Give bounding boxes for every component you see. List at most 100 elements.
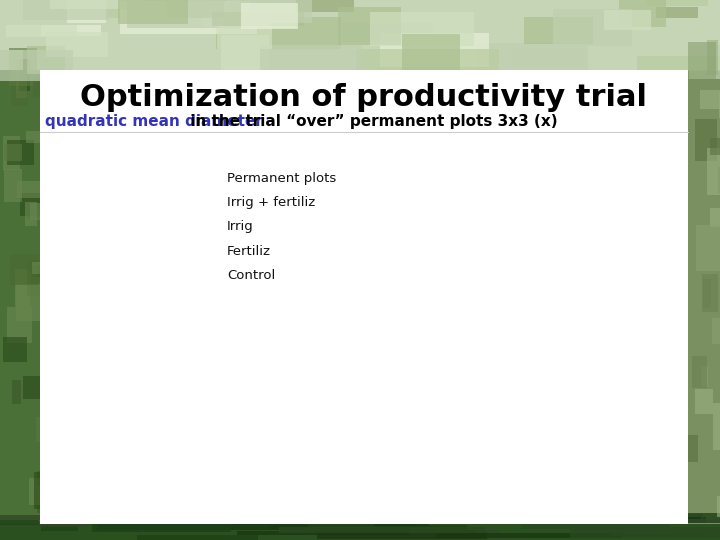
Bar [711, 208, 720, 227]
Bar [712, 318, 720, 344]
Bar [37, 471, 57, 512]
Bar [711, 138, 720, 156]
Bar [34, 472, 53, 509]
Bar [202, 10, 255, 27]
Bar [17, 181, 43, 198]
Bar [10, 254, 39, 285]
Bar [500, 514, 703, 519]
Bar [32, 266, 48, 277]
Bar [612, 532, 704, 536]
Bar [302, 530, 476, 533]
Bar [23, 0, 109, 20]
Bar [30, 477, 53, 505]
Bar [38, 521, 87, 526]
Bar [12, 82, 28, 106]
Bar [6, 25, 77, 37]
Bar [356, 49, 499, 86]
Bar [251, 0, 312, 23]
Bar [701, 366, 708, 387]
Bar [212, 0, 354, 12]
Bar [127, 0, 270, 28]
Bar [621, 517, 682, 522]
Bar [0, 515, 78, 520]
Bar [374, 518, 429, 526]
Bar [647, 0, 708, 6]
Bar [7, 140, 35, 165]
Bar [619, 0, 666, 28]
Bar [462, 515, 544, 519]
Bar [269, 525, 467, 530]
Bar [221, 35, 269, 71]
Bar [22, 376, 40, 399]
Text: Irrig: Irrig [227, 220, 253, 233]
Bar [524, 17, 593, 44]
Bar [19, 59, 30, 91]
Bar [305, 516, 417, 524]
Bar [32, 262, 42, 274]
Bar [217, 26, 271, 50]
Bar [19, 193, 45, 215]
Bar [0, 0, 720, 70]
Bar [692, 356, 707, 388]
Bar [3, 337, 27, 362]
Bar [212, 12, 305, 26]
Bar [719, 92, 720, 118]
Bar [246, 510, 353, 519]
Bar [572, 513, 636, 520]
Bar [24, 202, 37, 226]
Text: Fertiliz: Fertiliz [227, 245, 271, 258]
Bar [138, 535, 258, 540]
Bar [583, 517, 706, 523]
Bar [688, 435, 698, 462]
Text: Optimization of productivity trial: Optimization of productivity trial [80, 83, 647, 112]
Bar [688, 70, 720, 524]
Bar [647, 517, 701, 522]
Bar [237, 531, 409, 535]
Bar [41, 525, 78, 531]
Bar [42, 25, 101, 36]
Bar [26, 131, 45, 144]
Bar [97, 524, 307, 530]
Bar [260, 45, 362, 70]
Bar [703, 279, 711, 308]
Bar [3, 136, 19, 170]
Bar [27, 197, 49, 219]
Bar [718, 167, 720, 193]
Bar [553, 9, 632, 46]
Bar [707, 40, 718, 75]
Text: quadratic mean diameter: quadratic mean diameter [45, 114, 263, 129]
Bar [570, 527, 720, 538]
Bar [7, 307, 32, 343]
Bar [14, 269, 30, 307]
Bar [702, 274, 718, 312]
Bar [17, 284, 40, 321]
Text: Control: Control [227, 269, 275, 282]
Bar [279, 526, 485, 533]
Bar [380, 33, 489, 67]
Bar [0, 70, 40, 524]
Bar [36, 417, 59, 442]
Bar [0, 50, 23, 70]
Bar [402, 34, 460, 75]
Bar [46, 31, 107, 57]
Bar [605, 10, 651, 30]
Bar [66, 515, 228, 522]
Bar [12, 380, 22, 404]
Bar [697, 211, 718, 242]
Bar [67, 0, 107, 23]
Bar [30, 203, 47, 220]
Bar [216, 17, 341, 49]
Bar [241, 3, 298, 29]
Bar [71, 0, 199, 18]
Bar [717, 496, 720, 517]
Bar [0, 520, 40, 525]
Text: Irrig + fertiliz: Irrig + fertiliz [227, 196, 315, 209]
Bar [714, 403, 720, 450]
Bar [120, 1, 257, 33]
Bar [16, 60, 27, 98]
Bar [4, 144, 22, 161]
Bar [696, 119, 717, 161]
Bar [40, 70, 688, 524]
Bar [27, 260, 42, 296]
Bar [117, 0, 188, 24]
